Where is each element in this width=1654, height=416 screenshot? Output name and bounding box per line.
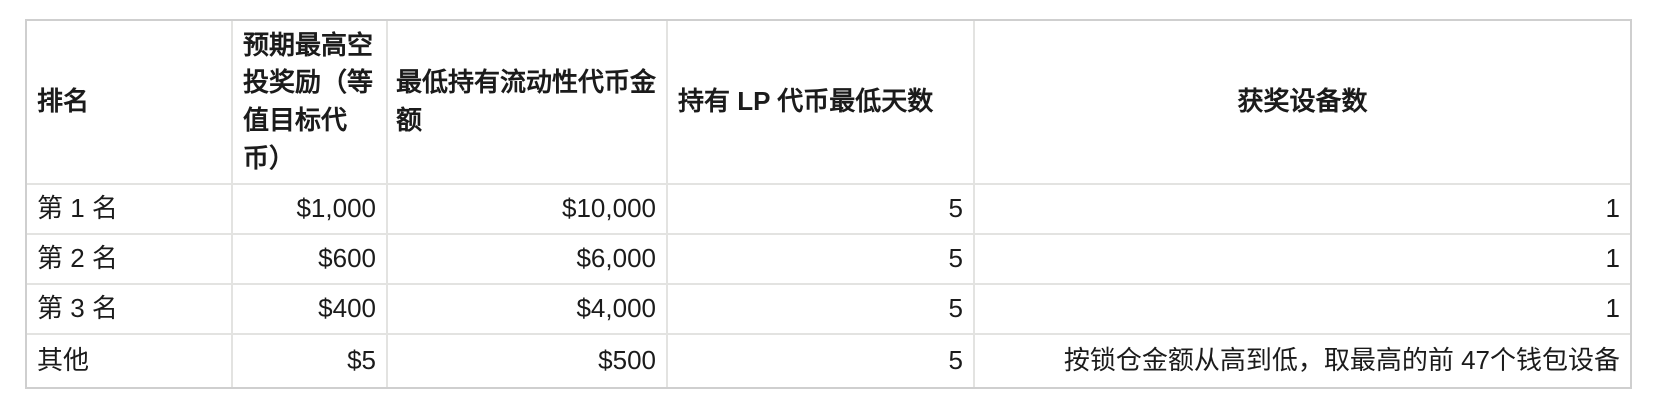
rewards-table: 排名 预期最高空投奖励（等值目标代币） 最低持有流动性代币金额 持有 LP 代币… <box>25 19 1632 389</box>
header-min-lp-days: 持有 LP 代币最低天数 <box>668 21 975 185</box>
cell-days: 5 <box>668 185 975 235</box>
cell-reward: $1,000 <box>233 185 388 235</box>
header-winning-devices: 获奖设备数 <box>975 21 1630 185</box>
cell-days: 5 <box>668 335 975 387</box>
cell-reward: $600 <box>233 235 388 285</box>
cell-devices: 1 <box>975 185 1630 235</box>
cell-min-amount: $4,000 <box>388 285 668 335</box>
table-row: 第 2 名 $600 $6,000 5 1 <box>27 235 1630 285</box>
header-max-airdrop-reward: 预期最高空投奖励（等值目标代币） <box>233 21 388 185</box>
cell-rank: 第 2 名 <box>27 235 233 285</box>
cell-days: 5 <box>668 285 975 335</box>
cell-min-amount: $500 <box>388 335 668 387</box>
cell-devices: 1 <box>975 235 1630 285</box>
cell-devices: 1 <box>975 285 1630 335</box>
cell-reward: $400 <box>233 285 388 335</box>
table-row: 第 1 名 $1,000 $10,000 5 1 <box>27 185 1630 235</box>
cell-devices: 按锁仓金额从高到低，取最高的前 47个钱包设备 <box>1063 345 1620 376</box>
header-min-liquidity-amount: 最低持有流动性代币金额 <box>388 21 668 185</box>
table-row: 第 3 名 $400 $4,000 5 1 <box>27 285 1630 335</box>
cell-min-amount: $6,000 <box>388 235 668 285</box>
cell-min-amount: $10,000 <box>388 185 668 235</box>
table-row: 其他 $5 $500 5 按锁仓金额从高到低，取最高的前 47个钱包设备 <box>27 335 1630 387</box>
cell-days: 5 <box>668 235 975 285</box>
cell-rank: 第 3 名 <box>27 285 233 335</box>
cell-rank: 其他 <box>27 335 233 387</box>
cell-reward: $5 <box>233 335 388 387</box>
header-rank: 排名 <box>27 21 233 185</box>
cell-rank: 第 1 名 <box>27 185 233 235</box>
header-row: 排名 预期最高空投奖励（等值目标代币） 最低持有流动性代币金额 持有 LP 代币… <box>27 21 1630 185</box>
